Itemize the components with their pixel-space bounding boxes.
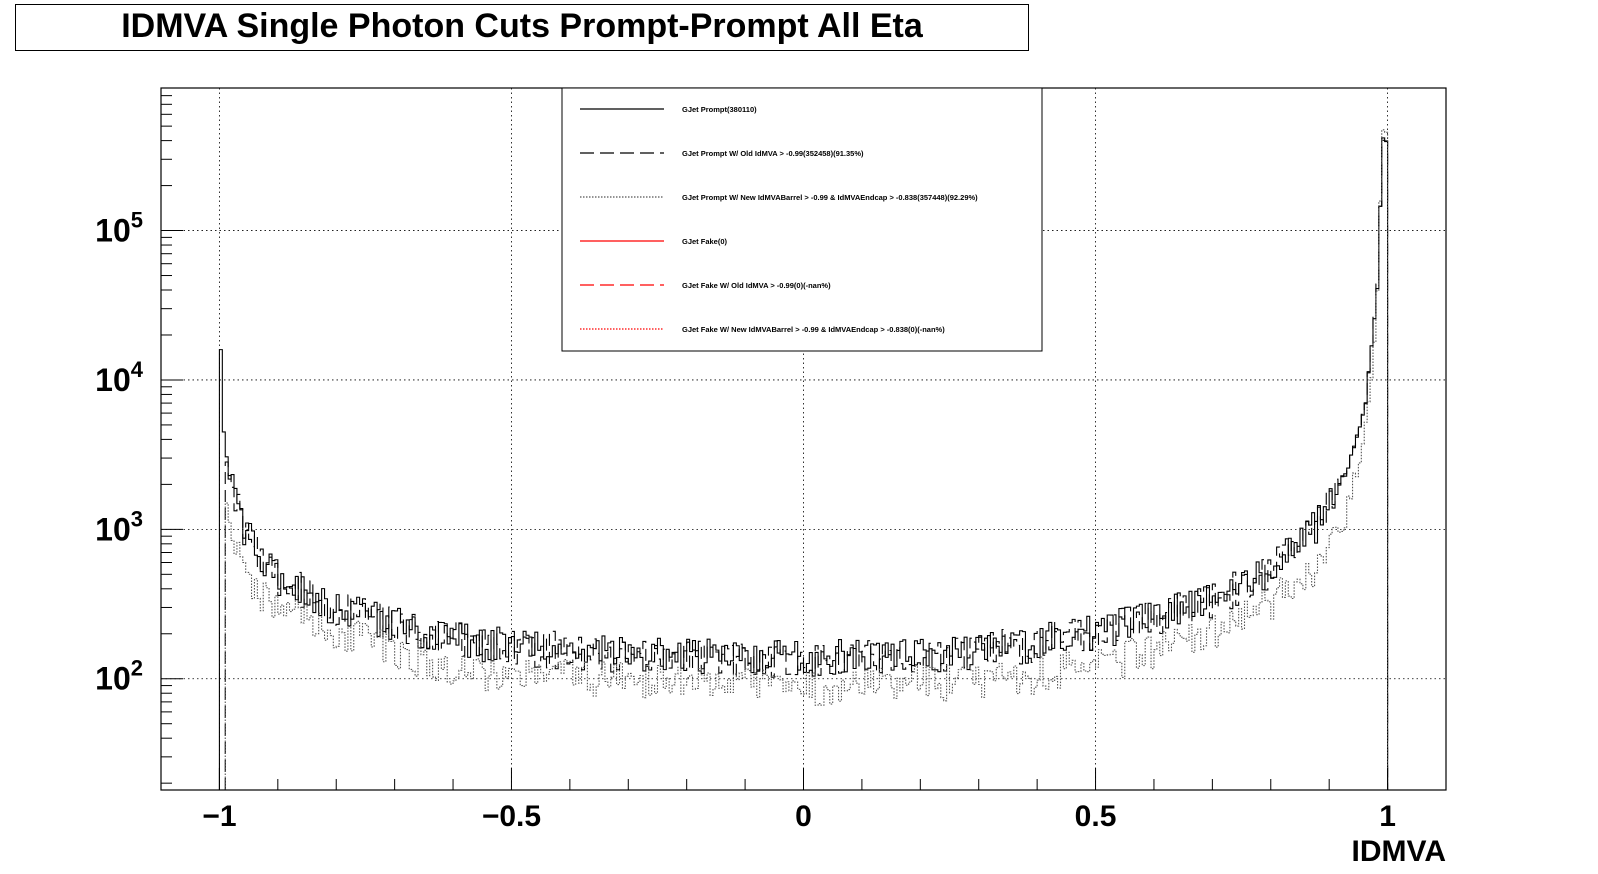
y-tick-label: 103 [95,506,143,547]
tick-layer [161,87,1389,790]
x-tick-label: 1 [1379,800,1396,833]
label-layer: −1 −0.5 0 0.5 1 102 103 104 105 [95,208,1396,833]
legend-entry-label: GJet Prompt W/ Old IdMVA > -0.99(352458)… [682,149,864,158]
title-box: IDMVA Single Photon Cuts Prompt-Prompt A… [15,4,1029,51]
y-tick-label: 104 [95,357,144,398]
y-tick-label: 102 [95,656,143,697]
x-tick-label: −1 [202,800,236,833]
y-tick-label: 105 [95,208,143,249]
legend-entry-label: GJet Fake W/ New IdMVABarrel > -0.99 & I… [682,325,945,334]
series-1-line [224,139,1389,790]
legend-entry-label: GJet Fake(0) [682,237,728,246]
series-layer [218,129,1389,790]
x-tick-label: −0.5 [482,800,541,833]
x-tick-label: 0.5 [1075,800,1117,833]
legend-box [561,87,1043,352]
legend-entry-label: GJet Prompt W/ New IdMVABarrel > -0.99 &… [682,193,978,202]
chart-title: IDMVA Single Photon Cuts Prompt-Prompt A… [121,7,923,45]
x-tick-label: 0 [795,800,812,833]
legend-entry-label: GJet Prompt(380110) [682,105,757,114]
legend: GJet Prompt(380110) GJet Prompt W/ Old Id… [561,87,1043,352]
legend-entry-label: GJet Fake W/ Old IdMVA > -0.99(0)(-nan%) [682,281,831,290]
x-axis-label: IDMVA [1352,835,1446,868]
